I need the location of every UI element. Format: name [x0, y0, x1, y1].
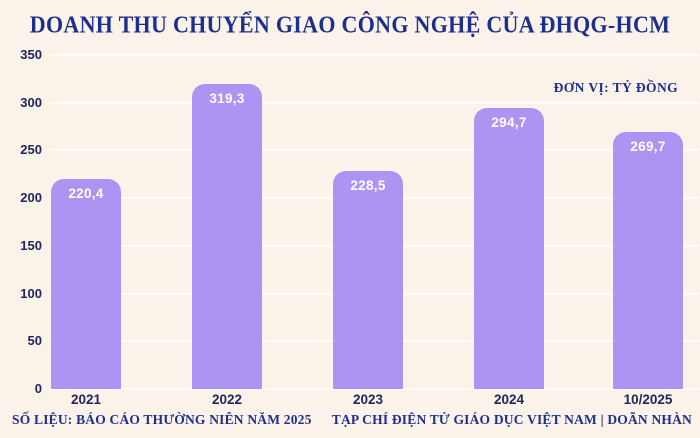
y-tick-label: 0 — [34, 381, 42, 396]
y-tick-label: 300 — [20, 94, 42, 110]
x-tick-label: 2022 — [211, 392, 243, 407]
bar-value-label: 319,3 — [209, 91, 245, 107]
y-tick-label: 100 — [20, 285, 42, 301]
source-note: SỐ LIỆU: BÁO CÁO THƯỜNG NIÊN NĂM 2025 — [12, 412, 312, 427]
publisher-credit: TẠP CHÍ ĐIỆN TỬ GIÁO DỤC VIỆT NAM | DOÃN… — [331, 412, 692, 427]
bar-2022: 319,3 — [192, 84, 262, 389]
unit-label: ĐƠN VỊ: TỶ ĐỒNG — [553, 80, 678, 95]
y-tick-label: 50 — [27, 333, 42, 349]
y-tick-label: 350 — [20, 47, 42, 62]
x-tick-label: 2021 — [70, 392, 102, 407]
chart-title: DOANH THU CHUYỂN GIAO CÔNG NGHỆ CỦA ĐHQG… — [29, 11, 671, 38]
gridline — [50, 54, 698, 56]
gridline — [50, 149, 698, 152]
footer: SỐ LIỆU: BÁO CÁO THƯỜNG NIÊN NĂM 2025 TẠ… — [0, 410, 700, 432]
bar-10/2025: 269,7 — [613, 131, 683, 389]
x-tick-label: 2023 — [352, 392, 384, 407]
y-tick-label: 150 — [20, 237, 42, 253]
bar-2021: 220,4 — [51, 178, 121, 389]
y-tick-label: 250 — [20, 142, 42, 158]
x-tick-label: 10/2025 — [623, 392, 673, 407]
bar-value-label: 269,7 — [630, 138, 666, 154]
gridline — [50, 388, 698, 390]
bar-value-label: 228,5 — [350, 177, 386, 193]
bar-value-label: 294,7 — [491, 114, 527, 130]
bar-value-label: 220,4 — [68, 185, 104, 201]
bar-2024: 294,7 — [474, 107, 544, 389]
gridline — [50, 101, 698, 104]
y-tick-label: 200 — [20, 190, 42, 206]
plot-area: 0 50 100 150 200 250 300 350 220,4 319,3 228,5 294,… — [0, 47, 700, 396]
bar-2023: 228,5 — [333, 170, 403, 389]
x-tick-label: 2024 — [493, 392, 525, 407]
